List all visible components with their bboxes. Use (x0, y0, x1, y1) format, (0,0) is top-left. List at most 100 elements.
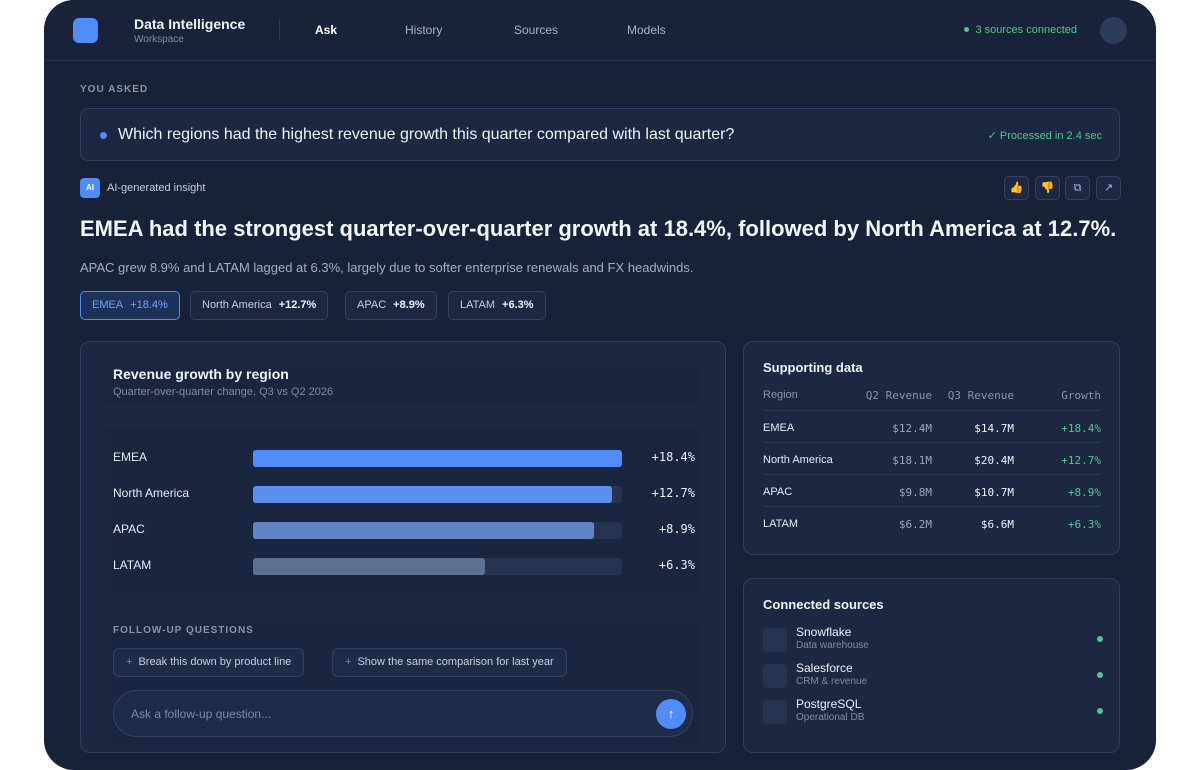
bar-label: EMEA (113, 450, 148, 464)
cell-q3: $20.4M (974, 454, 1014, 467)
bar-row-north-america[interactable]: North America +12.7% (105, 484, 701, 504)
status-dot-icon (964, 26, 970, 32)
region-pill-north-america[interactable]: North America +12.7% (190, 291, 329, 320)
cell-q2: $9.8M (898, 486, 932, 499)
plus-icon: + (345, 656, 352, 668)
send-button[interactable]: ↑ (656, 699, 686, 729)
question-bullet-icon (100, 132, 107, 139)
region-pill-latam[interactable]: LATAM +6.3% (448, 291, 546, 320)
cell-growth: +8.9% (1067, 486, 1101, 499)
source-name: Snowflake (796, 625, 852, 639)
table-row[interactable]: North America $18.1M $20.4M +12.7% (763, 443, 1101, 475)
pill-region: LATAM (460, 299, 496, 311)
bar-row-latam[interactable]: LATAM +6.3% (105, 556, 701, 576)
nav-tab-models[interactable]: Models (627, 23, 666, 37)
source-desc: CRM & revenue (796, 676, 868, 687)
connected-sources-title: Connected sources (763, 597, 884, 612)
nav-tab-sources[interactable]: Sources (514, 23, 559, 37)
supporting-data-title: Supporting data (763, 360, 863, 375)
table-row[interactable]: EMEA $12.4M $14.7M +18.4% (763, 411, 1101, 443)
database-icon (763, 700, 787, 724)
pill-region: APAC (357, 299, 387, 311)
connected-sources-panel: Connected sources Snowflake Data warehou… (743, 578, 1120, 753)
pill-value: +12.7% (278, 299, 317, 311)
chip-label: Show the same comparison for last year (357, 656, 554, 668)
cell-q3: $14.7M (974, 422, 1014, 435)
cell-region: APAC (763, 486, 793, 498)
chart-panel: Revenue growth by region Quarter-over-qu… (80, 341, 726, 753)
cell-region: LATAM (763, 518, 799, 530)
follow-up-input[interactable] (113, 690, 693, 737)
chart-title: Revenue growth by region (113, 366, 289, 382)
supporting-data-table: Region Q2 Revenue Q3 Revenue Growth EMEA… (763, 382, 1101, 539)
cell-q2: $18.1M (892, 454, 932, 467)
source-desc: Data warehouse (796, 640, 869, 651)
bar-value: +18.4% (651, 450, 695, 464)
pill-value: +8.9% (393, 299, 425, 311)
thumbs-down-button[interactable]: 👎 (1035, 176, 1060, 200)
chart-subtitle: Quarter-over-quarter change, Q3 vs Q2 20… (113, 386, 334, 398)
source-desc: Operational DB (796, 712, 865, 723)
connection-status: 3 sources connected (964, 24, 1077, 36)
app-subtitle: Workspace (134, 34, 184, 45)
column-header-q3: Q3 Revenue (947, 389, 1014, 402)
pill-region: EMEA (92, 299, 124, 311)
bar-value: +12.7% (651, 486, 695, 500)
cell-growth: +12.7% (1061, 454, 1101, 467)
question-card: Which regions had the highest revenue gr… (80, 108, 1120, 161)
cell-region: EMEA (763, 422, 795, 434)
cell-q3: $6.6M (980, 518, 1014, 531)
bar-fill (253, 558, 486, 575)
connected-dot-icon (1097, 672, 1103, 678)
cell-q2: $12.4M (892, 422, 932, 435)
insight-headline: EMEA had the strongest quarter-over-quar… (80, 216, 1117, 241)
app-window: Data Intelligence Workspace Ask History … (44, 0, 1156, 770)
bar-value: +6.3% (658, 558, 695, 572)
app-logo-icon[interactable] (73, 18, 98, 43)
table-row[interactable]: LATAM $6.2M $6.6M +6.3% (763, 507, 1101, 539)
connected-dot-icon (1097, 636, 1103, 642)
you-asked-label: YOU ASKED (80, 84, 149, 95)
processed-status: ✓ Processed in 2.4 sec (987, 130, 1102, 142)
bar-fill (253, 450, 622, 467)
table-row[interactable]: APAC $9.8M $10.7M +8.9% (763, 475, 1101, 507)
table-header: Region Q2 Revenue Q3 Revenue Growth (763, 382, 1101, 411)
connection-status-text: 3 sources connected (975, 24, 1077, 36)
follow-up-chip-last-year[interactable]: + Show the same comparison for last year (332, 648, 567, 677)
copy-button[interactable]: ⧉ (1065, 176, 1090, 200)
bar-row-emea[interactable]: EMEA +18.4% (105, 448, 701, 468)
thumbs-up-button[interactable]: 👍 (1004, 176, 1029, 200)
region-pill-apac[interactable]: APAC +8.9% (345, 291, 437, 320)
cell-growth: +18.4% (1061, 422, 1101, 435)
question-text: Which regions had the highest revenue gr… (118, 126, 735, 143)
pill-value: +6.3% (502, 299, 534, 311)
source-item-snowflake[interactable]: Snowflake Data warehouse (763, 625, 1103, 655)
source-item-postgresql[interactable]: PostgreSQL Operational DB (763, 697, 1103, 727)
bar-row-apac[interactable]: APAC +8.9% (105, 520, 701, 540)
bar-label: LATAM (113, 558, 152, 572)
chip-label: Break this down by product line (138, 656, 292, 668)
bar-label: North America (113, 486, 190, 500)
plus-icon: + (126, 656, 133, 668)
cloud-icon (763, 664, 787, 688)
column-header-growth: Growth (1061, 389, 1101, 402)
source-item-salesforce[interactable]: Salesforce CRM & revenue (763, 661, 1103, 691)
supporting-data-panel: Supporting data Region Q2 Revenue Q3 Rev… (743, 341, 1120, 555)
nav-divider (279, 19, 280, 41)
follow-up-chip-product-line[interactable]: + Break this down by product line (113, 648, 305, 677)
ai-badge-icon: AI (80, 178, 100, 198)
nav-tab-history[interactable]: History (405, 23, 443, 37)
source-name: PostgreSQL (796, 697, 862, 711)
bar-track (253, 450, 622, 467)
cell-region: North America (763, 454, 833, 466)
bar-fill (253, 486, 613, 503)
bar-chart: EMEA +18.4% North America +12.7% APAC +8… (105, 428, 701, 594)
share-button[interactable]: ↗ (1096, 176, 1121, 200)
region-pill-emea[interactable]: EMEA +18.4% (80, 291, 180, 320)
chart-header: Revenue growth by region Quarter-over-qu… (105, 362, 701, 404)
nav-tab-ask[interactable]: Ask (315, 23, 338, 37)
bar-track (253, 558, 622, 575)
bar-track (253, 522, 622, 539)
pill-region: North America (202, 299, 272, 311)
user-avatar[interactable] (1100, 17, 1127, 44)
